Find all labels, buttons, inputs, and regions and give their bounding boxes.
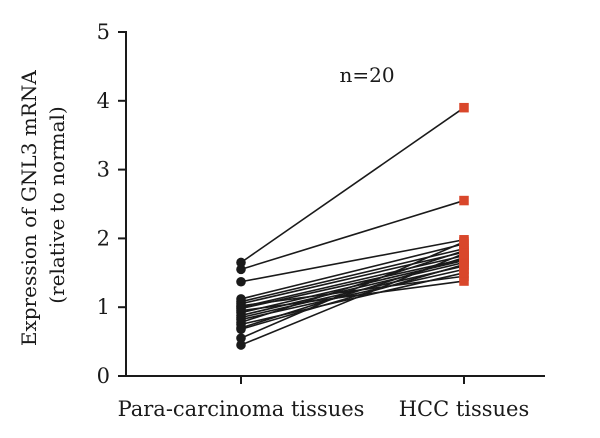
para-point xyxy=(236,324,246,335)
pair-line xyxy=(240,261,465,317)
pair-line xyxy=(240,252,465,346)
pair-line xyxy=(240,251,465,305)
pair-lines xyxy=(240,107,465,346)
y-tick-label: 4 xyxy=(97,89,110,113)
y-axis-label-line-2: (relative to normal) xyxy=(45,106,69,303)
hcc-point xyxy=(459,259,469,270)
hcc-point xyxy=(459,276,469,286)
y-axis-label-line-1: Expression of GNL3 mRNA xyxy=(17,70,41,346)
pair-line xyxy=(240,280,465,312)
para-point xyxy=(236,340,246,350)
hcc-point xyxy=(459,248,469,259)
sample-size-annotation: n=20 xyxy=(339,63,394,87)
pair-line xyxy=(240,256,465,329)
y-axis-label: Expression of GNL3 mRNA (relative to nor… xyxy=(17,64,69,346)
y-tick-label: 2 xyxy=(97,226,110,250)
hcc-point xyxy=(459,268,469,278)
para-point xyxy=(236,264,246,275)
y-tick-label: 1 xyxy=(97,295,110,319)
y-axis-ticks: 0 1 2 3 4 5 xyxy=(97,20,126,388)
y-tick-label: 5 xyxy=(97,20,110,44)
hcc-point xyxy=(459,237,469,247)
y-tick-label: 3 xyxy=(97,158,110,182)
hcc-point xyxy=(459,102,469,113)
pair-line xyxy=(240,243,465,300)
x-tick-label: HCC tissues xyxy=(399,397,530,421)
hcc-point xyxy=(459,195,469,206)
pair-line xyxy=(240,263,465,330)
pair-line xyxy=(240,238,465,283)
pair-line xyxy=(240,199,465,271)
data-points xyxy=(236,102,469,350)
para-point xyxy=(236,333,246,343)
pair-line xyxy=(240,107,465,264)
x-tick-label: Para-carcinoma tissues xyxy=(118,397,365,421)
pair-line xyxy=(240,250,465,324)
x-axis-ticks: Para-carcinoma tissues HCC tissues xyxy=(118,376,530,421)
para-point xyxy=(236,276,246,287)
para-point xyxy=(236,257,246,268)
y-tick-label: 0 xyxy=(97,364,110,388)
pair-line xyxy=(240,241,465,339)
pair-line xyxy=(240,254,465,308)
pair-line xyxy=(240,258,465,310)
